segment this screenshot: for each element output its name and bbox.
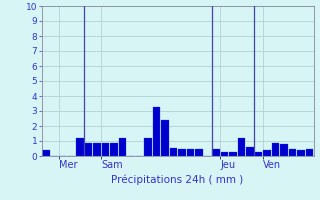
Bar: [263, 150, 271, 156]
Bar: [187, 148, 194, 156]
Bar: [254, 152, 262, 156]
Bar: [280, 144, 288, 156]
Bar: [195, 148, 203, 156]
Bar: [153, 106, 160, 156]
X-axis label: Précipitations 24h ( mm ): Précipitations 24h ( mm ): [111, 174, 244, 185]
Bar: [178, 148, 186, 156]
Bar: [118, 138, 126, 156]
Bar: [84, 143, 92, 156]
Bar: [161, 120, 169, 156]
Bar: [42, 150, 50, 156]
Bar: [93, 143, 101, 156]
Bar: [306, 148, 313, 156]
Bar: [220, 152, 228, 156]
Bar: [229, 152, 237, 156]
Bar: [76, 138, 84, 156]
Bar: [297, 150, 305, 156]
Bar: [101, 143, 109, 156]
Bar: [237, 138, 245, 156]
Bar: [144, 138, 152, 156]
Bar: [289, 148, 296, 156]
Bar: [170, 148, 177, 156]
Bar: [272, 143, 279, 156]
Bar: [110, 142, 118, 156]
Bar: [212, 148, 220, 156]
Bar: [246, 147, 254, 156]
